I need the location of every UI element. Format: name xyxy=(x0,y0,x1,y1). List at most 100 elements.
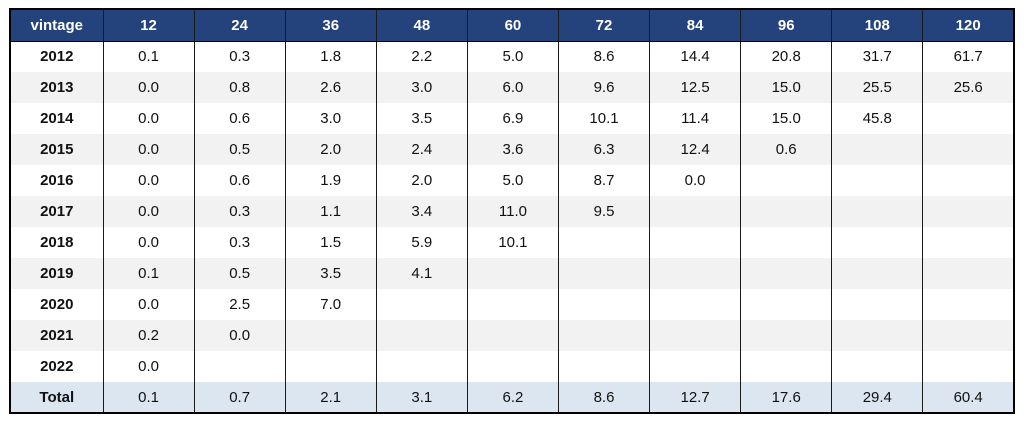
value-cell xyxy=(740,351,833,382)
value-cell: 0.0 xyxy=(102,289,195,320)
value-cell xyxy=(649,320,742,351)
value-cell: 0.8 xyxy=(193,72,286,103)
header-cell-72: 72 xyxy=(557,9,651,42)
value-cell xyxy=(831,134,924,165)
value-cell: 25.5 xyxy=(831,72,924,103)
value-cell xyxy=(375,320,468,351)
header-cell-120: 120 xyxy=(922,9,1015,42)
value-cell xyxy=(557,320,651,351)
table-row: 2012 0.1 0.3 1.8 2.2 5.0 8.6 14.4 20.8 31.7 61.7 xyxy=(9,41,1015,72)
year-cell: 2012 xyxy=(9,41,104,72)
value-cell xyxy=(740,289,833,320)
value-cell: 1.8 xyxy=(284,41,377,72)
value-cell xyxy=(557,351,651,382)
table-header: vintage 12 24 36 48 60 72 84 96 108 120 xyxy=(9,9,1015,42)
table-row: 2014 0.0 0.6 3.0 3.5 6.9 10.1 11.4 15.0 45.8 xyxy=(9,103,1015,134)
table-row: 2018 0.0 0.3 1.5 5.9 10.1 xyxy=(9,227,1015,258)
value-cell: 1.1 xyxy=(284,196,377,227)
value-cell xyxy=(922,258,1015,289)
year-cell: 2020 xyxy=(9,289,104,320)
table-row: 2022 0.0 xyxy=(9,351,1015,382)
table-row: 2019 0.1 0.5 3.5 4.1 xyxy=(9,258,1015,289)
value-cell: 0.5 xyxy=(193,258,286,289)
value-cell: 3.4 xyxy=(375,196,468,227)
value-cell: 0.0 xyxy=(649,165,742,196)
value-cell: 61.7 xyxy=(922,41,1015,72)
year-cell: 2015 xyxy=(9,134,104,165)
value-cell xyxy=(740,320,833,351)
value-cell: 20.8 xyxy=(740,41,833,72)
value-cell: 0.2 xyxy=(102,320,195,351)
header-cell-96: 96 xyxy=(740,9,833,42)
value-cell: 3.5 xyxy=(375,103,468,134)
value-cell: 0.1 xyxy=(102,41,195,72)
value-cell xyxy=(922,289,1015,320)
header-cell-84: 84 xyxy=(649,9,742,42)
year-cell: 2021 xyxy=(9,320,104,351)
value-cell xyxy=(740,196,833,227)
value-cell xyxy=(922,165,1015,196)
value-cell xyxy=(922,351,1015,382)
value-cell: 0.0 xyxy=(102,165,195,196)
total-value-cell: 12.7 xyxy=(649,382,742,413)
value-cell: 11.4 xyxy=(649,103,742,134)
table-row: 2017 0.0 0.3 1.1 3.4 11.0 9.5 xyxy=(9,196,1015,227)
value-cell xyxy=(922,134,1015,165)
value-cell: 2.2 xyxy=(375,41,468,72)
header-cell-12: 12 xyxy=(102,9,195,42)
value-cell xyxy=(922,196,1015,227)
header-cell-108: 108 xyxy=(831,9,924,42)
value-cell xyxy=(740,258,833,289)
value-cell: 0.3 xyxy=(193,196,286,227)
total-value-cell: 2.1 xyxy=(284,382,377,413)
year-cell: 2014 xyxy=(9,103,104,134)
header-cell-48: 48 xyxy=(375,9,468,42)
value-cell xyxy=(831,351,924,382)
value-cell: 2.4 xyxy=(375,134,468,165)
value-cell: 2.0 xyxy=(284,134,377,165)
value-cell: 6.3 xyxy=(557,134,651,165)
value-cell: 25.6 xyxy=(922,72,1015,103)
value-cell: 7.0 xyxy=(284,289,377,320)
total-value-cell: 3.1 xyxy=(375,382,468,413)
total-value-cell: 8.6 xyxy=(557,382,651,413)
header-cell-60: 60 xyxy=(466,9,559,42)
value-cell: 15.0 xyxy=(740,72,833,103)
value-cell: 0.0 xyxy=(193,320,286,351)
value-cell: 0.0 xyxy=(102,103,195,134)
value-cell: 8.6 xyxy=(557,41,651,72)
value-cell: 6.9 xyxy=(466,103,559,134)
value-cell xyxy=(922,320,1015,351)
value-cell: 0.6 xyxy=(193,103,286,134)
value-cell xyxy=(649,289,742,320)
total-value-cell: 17.6 xyxy=(740,382,833,413)
value-cell: 1.9 xyxy=(284,165,377,196)
value-cell: 0.6 xyxy=(740,134,833,165)
table-row: 2015 0.0 0.5 2.0 2.4 3.6 6.3 12.4 0.6 xyxy=(9,134,1015,165)
value-cell xyxy=(557,227,651,258)
total-value-cell: 60.4 xyxy=(922,382,1015,413)
total-row: Total 0.1 0.7 2.1 3.1 6.2 8.6 12.7 17.6 29.4 60.4 xyxy=(9,382,1015,413)
value-cell: 45.8 xyxy=(831,103,924,134)
value-cell xyxy=(922,103,1015,134)
value-cell xyxy=(375,289,468,320)
value-cell: 5.0 xyxy=(466,41,559,72)
value-cell: 3.0 xyxy=(284,103,377,134)
value-cell xyxy=(466,351,559,382)
value-cell: 31.7 xyxy=(831,41,924,72)
value-cell: 3.6 xyxy=(466,134,559,165)
header-cell-vintage: vintage xyxy=(9,9,104,42)
value-cell xyxy=(831,289,924,320)
value-cell: 9.6 xyxy=(557,72,651,103)
value-cell xyxy=(557,289,651,320)
value-cell: 0.3 xyxy=(193,41,286,72)
table-row: 2013 0.0 0.8 2.6 3.0 6.0 9.6 12.5 15.0 25.5 25.6 xyxy=(9,72,1015,103)
value-cell xyxy=(466,289,559,320)
value-cell xyxy=(375,351,468,382)
table-row: 2021 0.2 0.0 xyxy=(9,320,1015,351)
value-cell: 2.6 xyxy=(284,72,377,103)
value-cell: 11.0 xyxy=(466,196,559,227)
value-cell: 12.5 xyxy=(649,72,742,103)
value-cell: 0.3 xyxy=(193,227,286,258)
value-cell: 15.0 xyxy=(740,103,833,134)
